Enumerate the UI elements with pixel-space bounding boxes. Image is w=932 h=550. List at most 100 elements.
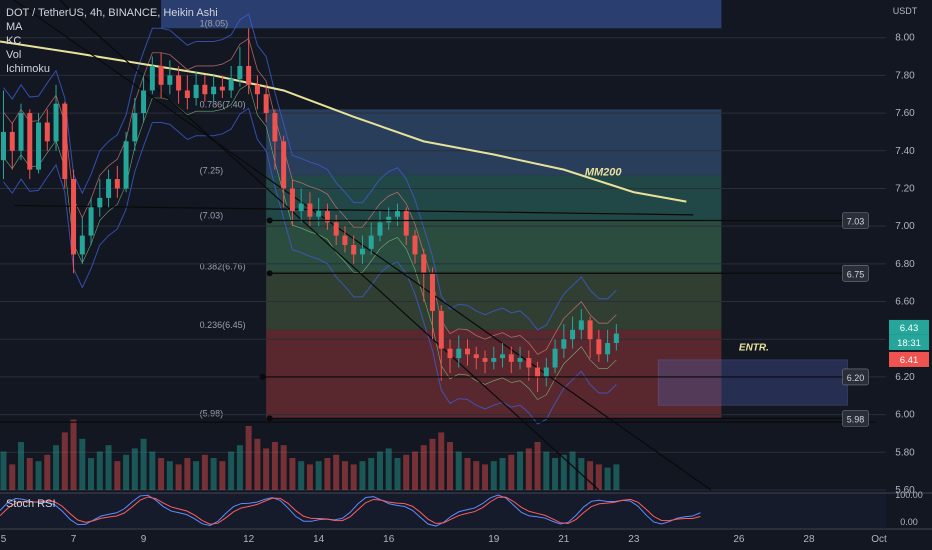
candle-body [79, 235, 85, 255]
volume-bar [394, 458, 401, 490]
volume-bar [298, 461, 305, 490]
volume-bar [499, 458, 506, 490]
y-tick-label: 7.80 [895, 70, 915, 81]
volume-bar [9, 464, 16, 490]
rsi-tick-0: 0.00 [900, 517, 918, 527]
volume-bar [61, 432, 68, 490]
fib-zone-blue [266, 109, 722, 176]
level-label-1: 6.75 [847, 269, 865, 279]
volume-bar [35, 461, 42, 490]
y-tick-label: 7.60 [895, 108, 915, 119]
candle-body [456, 348, 462, 359]
volume-bar [219, 461, 226, 490]
candle-body [333, 222, 339, 236]
level-label-box [842, 368, 869, 386]
candle-body [123, 141, 129, 189]
candle-body [149, 65, 155, 91]
volume-bar [201, 454, 208, 490]
level-label-2: 6.20 [847, 373, 865, 383]
x-tick-label: 21 [558, 534, 570, 545]
y-tick-label: 8.00 [895, 33, 915, 44]
price-axis-unit: USDT [893, 6, 918, 16]
level-dot [266, 217, 273, 224]
x-tick-label: Oct [871, 534, 887, 545]
volume-bar [254, 438, 261, 490]
entry-box [657, 359, 848, 406]
candle-body [36, 122, 42, 170]
candle-body [193, 84, 199, 98]
price-badge-1: 18:31 [897, 338, 921, 349]
volume-bar [175, 464, 182, 490]
candle-body [263, 94, 269, 114]
level-label-box [842, 212, 869, 229]
volume-bar [158, 458, 165, 490]
volume-bar [490, 461, 497, 490]
volume-bar [44, 454, 51, 490]
volume-bar [280, 445, 287, 490]
volume-bar [263, 448, 270, 490]
y-tick-label: 5.80 [895, 447, 915, 458]
candle-body [578, 320, 584, 330]
volume-bar [359, 461, 366, 490]
volume-bar [595, 464, 602, 490]
candle-body [543, 367, 549, 377]
x-tick-label: 7 [71, 534, 77, 545]
indicator-vol[interactable]: Vol [6, 49, 22, 61]
fib-label-4: 0.382(6.76) [200, 261, 246, 271]
candle-body [517, 358, 523, 362]
price-badge-2: 6.41 [900, 355, 919, 366]
volume-bar [79, 438, 86, 490]
candle-body [246, 65, 252, 85]
candle-body [535, 367, 541, 377]
fib-zone-top [161, 0, 722, 29]
candle-body [386, 216, 392, 223]
volume-bar [88, 458, 95, 490]
indicator-ma[interactable]: MA [6, 21, 23, 33]
candle-body [158, 65, 164, 85]
volume-bar [236, 445, 243, 490]
volume-bar [210, 458, 217, 490]
candle-body [167, 75, 173, 85]
candle-body [298, 203, 304, 212]
volume-bar [560, 454, 567, 490]
price-badge-0: 6.43 [900, 323, 919, 334]
x-tick-label: 26 [733, 534, 745, 545]
volume-bar [53, 445, 60, 490]
candle-body [587, 320, 593, 340]
volume-bar [482, 464, 489, 490]
candle-body [18, 113, 24, 151]
rsi-d-line [0, 496, 701, 525]
volume-bar [140, 438, 147, 490]
volume-bar [306, 464, 313, 490]
trend-line-lower [59, 0, 600, 491]
level-dot [259, 373, 266, 380]
fib-zone-green [266, 220, 722, 272]
candle-body [184, 90, 190, 98]
level-label-0: 7.03 [847, 217, 865, 227]
candle-body [132, 113, 138, 142]
candle-body [359, 248, 365, 255]
volume-bar [376, 451, 383, 490]
y-tick-label: 7.00 [895, 221, 915, 232]
volume-bar [70, 419, 77, 490]
candle-body [473, 354, 479, 359]
fib-label-1: 0.786(7.40) [200, 99, 246, 109]
candle-body [281, 141, 287, 189]
volume-bar [525, 448, 532, 490]
indicator-kc[interactable]: KC [6, 35, 22, 47]
trend-line-horizontal [13, 204, 694, 216]
x-tick-label: 12 [243, 534, 255, 545]
indicator-ichimoku[interactable]: Ichimoku [6, 63, 51, 75]
fib-label-5: 0.236(6.45) [200, 320, 246, 330]
volume-bar [517, 451, 524, 490]
candle-body [412, 235, 418, 255]
candle-body [237, 65, 243, 80]
volume-bar [385, 448, 392, 490]
candle-body [605, 343, 611, 355]
candle-body [9, 131, 15, 151]
volume-bar [315, 461, 322, 490]
candle-body [438, 310, 444, 349]
volume-bar [508, 454, 515, 490]
volume-bar [149, 451, 156, 490]
